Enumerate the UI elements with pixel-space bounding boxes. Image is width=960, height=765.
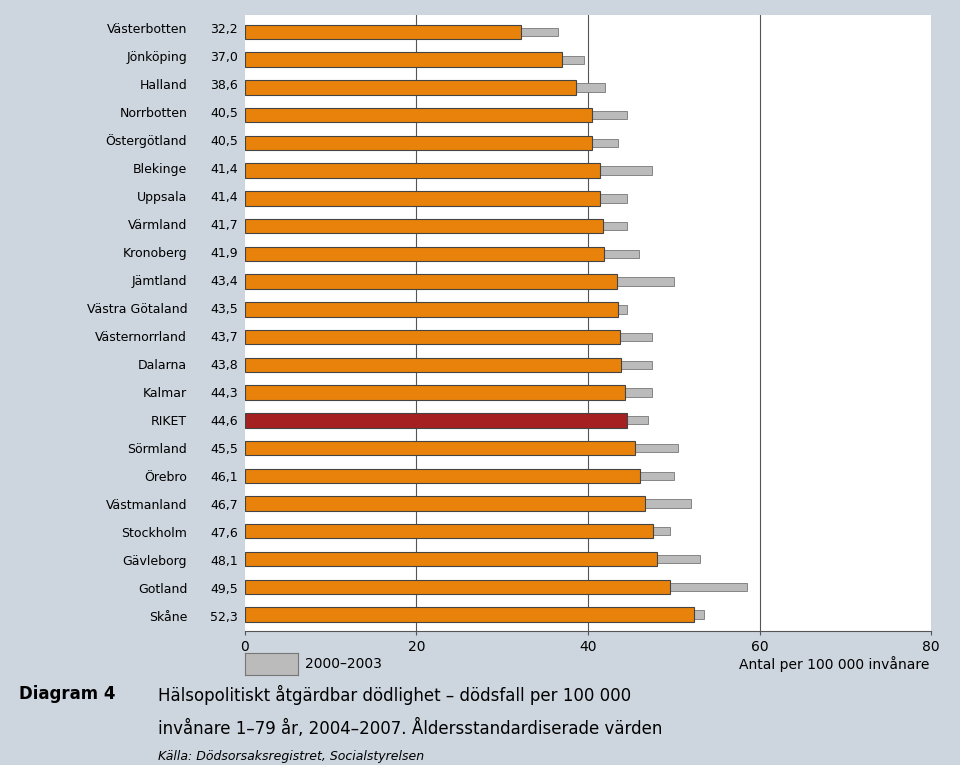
Text: Norrbotten: Norrbotten (119, 107, 187, 120)
Bar (245, 580, 669, 594)
Text: 44,3: 44,3 (210, 386, 238, 399)
Text: 2000–2003: 2000–2003 (305, 657, 382, 671)
Text: Antal per 100 000 invånare: Antal per 100 000 invånare (739, 656, 929, 672)
Text: Jönköping: Jönköping (127, 50, 187, 63)
Text: 52,3: 52,3 (210, 610, 238, 623)
Bar (245, 278, 674, 286)
Bar (245, 219, 603, 233)
Bar (245, 246, 604, 261)
Bar (245, 56, 584, 63)
Bar (245, 83, 605, 92)
Text: 37,0: 37,0 (210, 50, 238, 63)
Bar (245, 275, 617, 289)
Bar (245, 583, 747, 591)
Bar (245, 333, 653, 341)
Bar (245, 249, 639, 258)
Text: 40,5: 40,5 (210, 135, 238, 148)
Text: 43,8: 43,8 (210, 359, 238, 372)
Text: Kalmar: Kalmar (143, 386, 187, 399)
Text: Stockholm: Stockholm (121, 526, 187, 539)
Bar (245, 24, 521, 39)
Text: 41,7: 41,7 (210, 219, 238, 232)
Bar (245, 302, 618, 317)
Text: Kronoberg: Kronoberg (123, 247, 187, 260)
Text: 38,6: 38,6 (210, 79, 238, 92)
Bar (245, 524, 653, 539)
Bar (245, 53, 563, 67)
Text: 40,5: 40,5 (210, 107, 238, 120)
Text: 32,2: 32,2 (210, 23, 238, 36)
Bar (245, 330, 620, 344)
Bar (245, 167, 653, 175)
Bar (245, 28, 558, 36)
Bar (245, 191, 600, 206)
Bar (245, 469, 640, 483)
Bar (245, 527, 669, 535)
Text: 41,4: 41,4 (210, 163, 238, 176)
Bar (245, 555, 700, 563)
Bar (245, 610, 704, 619)
Bar (245, 500, 691, 508)
Text: Blekinge: Blekinge (132, 163, 187, 176)
Bar (245, 360, 653, 369)
Text: 45,5: 45,5 (210, 443, 238, 456)
Bar (245, 111, 627, 119)
Text: Diagram 4: Diagram 4 (19, 685, 116, 703)
Bar (245, 496, 645, 511)
Bar (245, 386, 625, 400)
Text: 41,9: 41,9 (210, 247, 238, 260)
Text: Västerbotten: Västerbotten (107, 23, 187, 36)
Text: Dalarna: Dalarna (138, 359, 187, 372)
Text: 47,6: 47,6 (210, 526, 238, 539)
Text: 44,6: 44,6 (210, 415, 238, 428)
Bar (245, 552, 658, 566)
Text: 49,5: 49,5 (210, 583, 238, 596)
Bar (245, 444, 678, 452)
Bar (245, 80, 576, 95)
Text: Skåne: Skåne (149, 610, 187, 623)
Text: Gotland: Gotland (138, 583, 187, 596)
Text: Hälsopolitiskt åtgärdbar dödlighet – dödsfall per 100 000: Hälsopolitiskt åtgärdbar dödlighet – död… (158, 685, 632, 705)
Text: 43,5: 43,5 (210, 303, 238, 316)
Text: 43,4: 43,4 (210, 275, 238, 288)
Bar (245, 389, 653, 397)
Text: Värmland: Värmland (128, 219, 187, 232)
Text: Gävleborg: Gävleborg (123, 555, 187, 568)
Bar (245, 441, 636, 455)
Text: invånare 1–79 år, 2004–2007. Åldersstandardiserade värden: invånare 1–79 år, 2004–2007. Åldersstand… (158, 719, 662, 738)
Bar (245, 305, 627, 314)
Text: RIKET: RIKET (151, 415, 187, 428)
Bar (245, 138, 618, 147)
Text: 41,4: 41,4 (210, 190, 238, 203)
Bar (245, 194, 627, 203)
Text: Sörmland: Sörmland (128, 443, 187, 456)
Text: Jämtland: Jämtland (132, 275, 187, 288)
Text: Källa: Dödsorsaksregistret, Socialstyrelsen: Källa: Dödsorsaksregistret, Socialstyrel… (158, 750, 424, 763)
Text: Uppsala: Uppsala (137, 190, 187, 203)
Bar (245, 357, 620, 372)
Bar (245, 471, 674, 480)
Text: 43,7: 43,7 (210, 330, 238, 343)
Text: 48,1: 48,1 (210, 555, 238, 568)
Bar (245, 108, 592, 122)
Text: Örebro: Örebro (144, 470, 187, 483)
Text: Halland: Halland (139, 79, 187, 92)
Text: Västernorrland: Västernorrland (95, 330, 187, 343)
Bar (245, 164, 600, 177)
Bar (245, 413, 628, 428)
Bar (245, 607, 693, 622)
Bar (245, 135, 592, 150)
Bar (245, 222, 627, 230)
Text: Västmanland: Västmanland (106, 499, 187, 512)
Text: Östergötland: Östergötland (106, 135, 187, 148)
Text: Västra Götaland: Västra Götaland (86, 303, 187, 316)
Text: 46,1: 46,1 (210, 470, 238, 483)
Text: 46,7: 46,7 (210, 499, 238, 512)
Bar (245, 416, 648, 425)
